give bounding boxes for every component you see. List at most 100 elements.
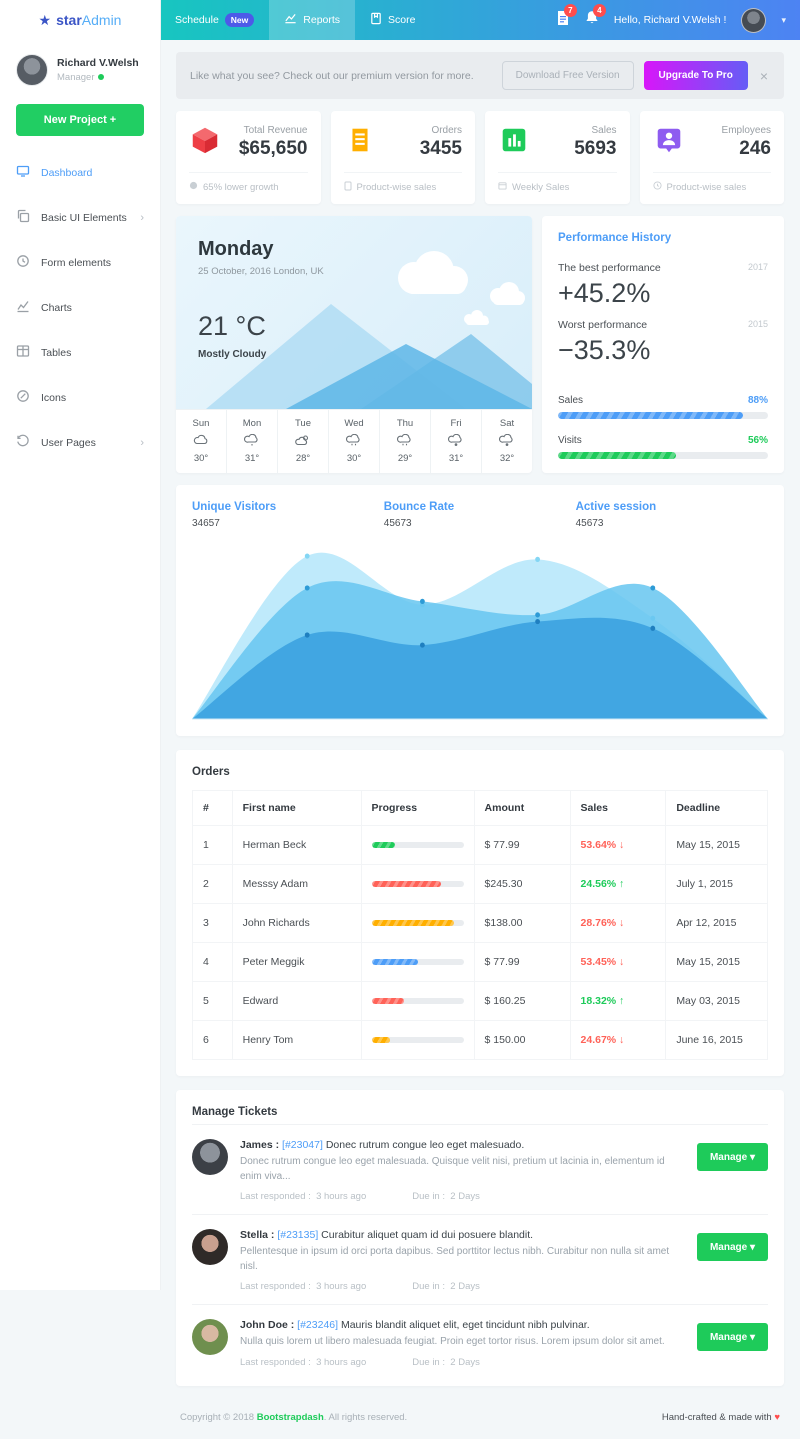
- reports-icon: [284, 12, 297, 28]
- navbar-avatar[interactable]: [741, 7, 767, 33]
- column-header: First name: [231, 790, 362, 826]
- visitors-card: Unique Visitors 34657 Bounce Rate 45673 …: [176, 485, 784, 736]
- best-performance-label: The best performance: [558, 262, 661, 274]
- manage-button[interactable]: Manage ▾: [696, 1143, 768, 1171]
- active-session-header: Active session 45673: [575, 501, 657, 529]
- sidebar-item-basic-ui-elements[interactable]: Basic UI Elements ›: [0, 195, 160, 240]
- manage-button[interactable]: Manage ▾: [696, 1323, 768, 1351]
- score-icon: [370, 12, 382, 28]
- notifications-count-badge: 4: [592, 3, 606, 17]
- sidebar-item-dashboard[interactable]: Dashboard: [0, 150, 160, 195]
- sales-progress-label: Sales: [558, 395, 584, 406]
- pen-circle-icon: [16, 389, 30, 406]
- sidebar-item-label: Charts: [41, 301, 72, 314]
- stat-value: 246: [739, 138, 771, 159]
- weather-condition: Mostly Cloudy: [198, 349, 267, 360]
- manage-tickets-title: Manage Tickets: [192, 1106, 278, 1118]
- ticket-subject: Curabitur aliquet quam id dui posuere bl…: [321, 1229, 534, 1241]
- ticket-item: James : [#23047] Donec rutrum congue leo…: [192, 1124, 768, 1214]
- device-icon: [344, 181, 352, 194]
- sidebar-nav: Dashboard Basic UI Elements › Form eleme…: [0, 150, 160, 465]
- stat-card-sales: Sales 5693 Weekly Sales: [485, 111, 630, 204]
- ticket-description: Donec rutrum congue leo eget malesuada. …: [240, 1156, 665, 1182]
- orders-title: Orders: [192, 766, 230, 778]
- cloud-drizzle-icon: [227, 433, 277, 451]
- weather-card: Monday 25 October, 2016 London, UK 21 °C…: [176, 216, 532, 473]
- table-row: 5 Edward $ 160.25 18.32% ↑ May 03, 2015: [192, 981, 768, 1021]
- screen-icon: [16, 164, 30, 181]
- table-icon: [16, 344, 30, 361]
- stat-card-employees: Employees 246 Product-wise sales: [639, 111, 784, 204]
- copyright-text: Copyright © 2018 Bootstrapdash. All righ…: [180, 1411, 408, 1423]
- worst-performance-value: −35.3%: [558, 335, 651, 365]
- sidebar-item-form-elements[interactable]: Form elements: [0, 240, 160, 285]
- new-badge: New: [224, 13, 255, 27]
- column-header: Deadline: [665, 790, 768, 826]
- notifications-button[interactable]: 4: [585, 3, 606, 31]
- weather-hero: Monday 25 October, 2016 London, UK 21 °C…: [176, 216, 532, 409]
- chevron-down-icon[interactable]: ▾: [781, 14, 786, 25]
- brand-logo[interactable]: ★ starAdmin: [0, 0, 160, 40]
- nav-item-score[interactable]: Score: [355, 0, 430, 40]
- user-role: Manager: [57, 72, 139, 83]
- visitors-area-chart: [192, 552, 768, 720]
- stat-footer: Product-wise sales: [652, 181, 772, 193]
- stat-value: $65,650: [238, 138, 308, 159]
- progress-bar: [371, 842, 464, 848]
- cloud-rain-icon: [329, 433, 379, 451]
- ticket-id: [#23246]: [297, 1319, 339, 1331]
- performance-history-card: Performance History The best performance…: [542, 216, 784, 473]
- visits-progress-label: Visits: [558, 435, 582, 446]
- progress-bar: [371, 998, 464, 1004]
- sidebar-item-tables[interactable]: Tables: [0, 330, 160, 375]
- ticket-avatar: [192, 1139, 228, 1175]
- column-header: Progress: [360, 790, 475, 826]
- weather-day-cell: Wed 30°: [329, 410, 380, 473]
- column-header: #: [192, 790, 233, 826]
- close-icon[interactable]: ×: [759, 67, 768, 84]
- table-row: 6 Henry Tom $ 150.00 24.67% ↓ June 16, 20…: [192, 1020, 768, 1060]
- stat-card-orders: Orders 3455 Product-wise sales: [330, 111, 475, 204]
- stat-card-total-revenue: Total Revenue $65,650 65% lower growth: [176, 111, 321, 204]
- orders-card: Orders # First name Progress Amount Sale…: [176, 750, 784, 1076]
- bounce-rate-header: Bounce Rate 45673: [383, 501, 455, 529]
- new-project-button[interactable]: New Project +: [16, 104, 144, 136]
- greeting-text: Hello, Richard V.Welsh !: [613, 14, 727, 26]
- upgrade-to-pro-button[interactable]: Upgrade To Pro: [643, 61, 748, 90]
- messages-count-badge: 7: [563, 3, 577, 17]
- download-free-version-button[interactable]: Download Free Version: [501, 61, 634, 90]
- bootstrapdash-link[interactable]: Bootstrapdash: [256, 1411, 324, 1423]
- sidebar-item-label: Form elements: [41, 256, 112, 269]
- column-header: Amount: [473, 790, 571, 826]
- manage-tickets-card: Manage Tickets James : [#23047] Donec ru…: [176, 1090, 784, 1386]
- messages-button[interactable]: 7: [556, 3, 577, 31]
- stats-row: Total Revenue $65,650 65% lower growth O…: [176, 111, 784, 204]
- best-performance-year: 2017: [747, 262, 768, 272]
- nav-item-schedule[interactable]: Schedule New: [160, 0, 269, 40]
- ticket-author: John Doe :: [240, 1319, 295, 1331]
- weather-day-cell: Mon 31°: [227, 410, 278, 473]
- sidebar-item-label: Icons: [41, 391, 67, 404]
- visits-progress-value: 56%: [747, 435, 768, 446]
- sidebar-item-label: User Pages: [41, 436, 96, 449]
- weather-day-cell: Tue 28°: [278, 410, 329, 473]
- ticket-avatar: [192, 1319, 228, 1355]
- sidebar: ★ starAdmin Richard V.Welsh Manager New …: [0, 0, 160, 1290]
- sidebar-item-icons[interactable]: Icons: [0, 375, 160, 420]
- stat-footer: 65% lower growth: [189, 181, 308, 193]
- manage-button[interactable]: Manage ▾: [696, 1233, 768, 1261]
- nav-item-reports[interactable]: Reports: [269, 0, 356, 40]
- table-row: 3 John Richards $138.00 28.76% ↓ Apr 12, …: [192, 903, 768, 943]
- ticket-id: [#23135]: [277, 1229, 319, 1241]
- sales-progress-value: 88%: [747, 395, 768, 406]
- sidebar-item-user-pages[interactable]: User Pages ›: [0, 420, 160, 465]
- ticket-avatar: [192, 1229, 228, 1265]
- ticket-item: John Doe : [#23246] Mauris blandit aliqu…: [192, 1304, 768, 1380]
- top-navbar: Schedule New Reports Score 7 4 Hello, Ri…: [160, 0, 800, 40]
- sidebar-item-charts[interactable]: Charts: [0, 285, 160, 330]
- visits-progress: Visits 56%: [558, 435, 768, 459]
- progress-bar: [371, 959, 464, 965]
- calendar-icon: [498, 181, 507, 193]
- ticket-item: Stella : [#23135] Curabitur aliquet quam…: [192, 1214, 768, 1304]
- table-row: 1 Herman Beck $ 77.99 53.64% ↓ May 15, 20…: [192, 825, 768, 865]
